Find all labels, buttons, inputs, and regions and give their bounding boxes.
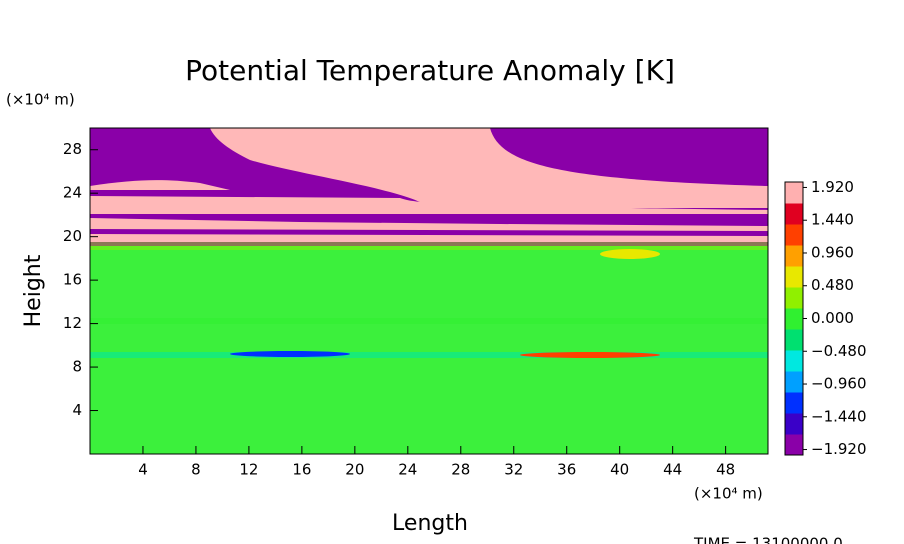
colorbar-swatch [785,308,803,330]
colorbar-swatch [785,245,803,267]
x-tick-label: 20 [345,461,364,479]
y-tick-label: 8 [72,358,82,376]
x-tick-label: 36 [557,461,576,479]
colorbar-swatch [785,224,803,246]
colorbar-swatch [785,413,803,435]
colorbar-tick-label: 0.000 [811,309,854,327]
y-tick-label: 16 [63,271,82,289]
y-label: Height [21,254,46,327]
colorbar-swatch [785,371,803,393]
y-unit: (×10⁴ m) [6,91,75,109]
colorbar-swatch [785,434,803,456]
colorbar-tick-label: 0.960 [811,243,854,261]
field [90,128,768,454]
colorbar-tick-label: 1.440 [811,211,854,229]
x-label: Length [392,511,468,536]
y-tick-label: 28 [63,140,82,158]
x-tick-label: 40 [610,461,629,479]
x-tick-label: 8 [191,461,201,479]
x-tick-label: 4 [138,461,148,479]
colorbar-tick-label: 0.480 [811,276,854,294]
x-tick-label: 44 [663,461,682,479]
colorbar-tick-label: −0.960 [811,375,867,393]
colorbar-swatch [785,203,803,225]
colorbar-swatch [785,350,803,372]
x-unit: (×10⁴ m) [694,485,763,503]
colorbar-swatch [785,182,803,204]
colorbar-tick-label: 1.920 [811,178,854,196]
x-tick-label: 32 [504,461,523,479]
x-tick-label: 12 [239,461,258,479]
y-tick-label: 12 [63,314,82,332]
x-tick-label: 28 [451,461,470,479]
colorbar-frame [784,181,804,456]
colorbar-swatch [785,392,803,414]
y-tick-label: 20 [63,227,82,245]
chart-title: Potential Temperature Anomaly [K] [185,54,675,87]
colorbar-tick-label: −1.920 [811,440,867,458]
colorbar-swatch [785,266,803,288]
footer: TIME = 13100000.0 [693,535,843,544]
colorbar-swatch [785,329,803,351]
colorbar-tick-label: −1.440 [811,407,867,425]
x-tick-label: 16 [292,461,311,479]
colorbar-tick-label: −0.480 [811,342,867,360]
plot-frame [89,127,769,455]
y-tick-label: 24 [63,184,82,202]
y-tick-label: 4 [72,401,82,419]
x-tick-label: 48 [716,461,735,479]
x-tick-label: 24 [398,461,417,479]
colorbar-swatch [785,287,803,309]
